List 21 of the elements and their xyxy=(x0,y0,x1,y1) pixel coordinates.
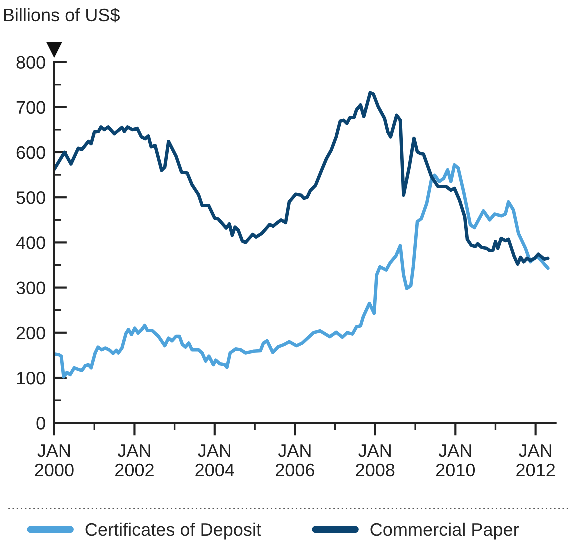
y-tick-label: 200 xyxy=(16,326,46,340)
x-tick-label: JAN 2000 xyxy=(35,444,74,477)
x-tick-label: JAN 2008 xyxy=(356,444,395,477)
y-tick-label: 800 xyxy=(16,56,46,69)
y-tick-label: 600 xyxy=(16,146,46,160)
line-series xyxy=(54,91,550,266)
x-tick-label: JAN 2002 xyxy=(116,444,154,477)
x-tick-label: JAN 2012 xyxy=(516,444,555,477)
y-tick-label: 700 xyxy=(16,101,46,114)
line-series xyxy=(54,163,550,379)
y-tick-label: 500 xyxy=(16,192,46,204)
y-axis-title: Billions of US$ xyxy=(4,8,120,23)
legend-label: Certificates of Deposit xyxy=(86,522,262,540)
legend-label: Commercial Paper xyxy=(370,522,520,540)
y-tick-label: 100 xyxy=(17,372,46,385)
x-tick-label: JAN 2006 xyxy=(276,444,314,477)
y-tick-label: 400 xyxy=(16,236,46,250)
y-tick-label: 300 xyxy=(16,282,46,295)
y-tick-label: 0 xyxy=(36,417,46,430)
x-tick-label: JAN 2010 xyxy=(436,444,476,477)
x-tick-label: JAN 2004 xyxy=(196,444,234,477)
